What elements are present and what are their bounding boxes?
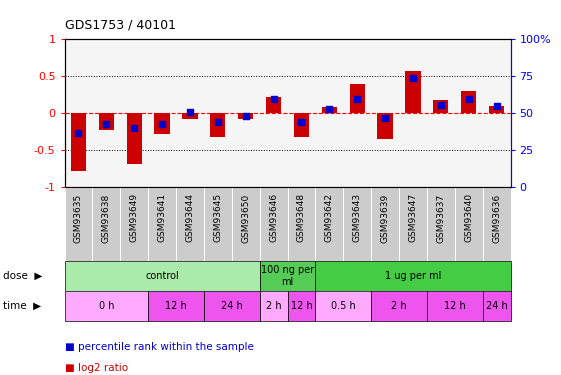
Bar bbox=[154, 113, 170, 134]
Text: GSM93640: GSM93640 bbox=[464, 194, 473, 243]
Bar bbox=[260, 261, 315, 291]
Bar bbox=[433, 100, 448, 113]
Text: 12 h: 12 h bbox=[291, 301, 312, 311]
Bar bbox=[315, 291, 371, 321]
Bar bbox=[71, 113, 86, 171]
Point bbox=[464, 96, 473, 102]
Text: GSM93637: GSM93637 bbox=[436, 194, 445, 243]
Bar bbox=[294, 113, 309, 137]
Text: GSM93636: GSM93636 bbox=[492, 194, 501, 243]
Text: GSM93645: GSM93645 bbox=[213, 194, 222, 243]
Bar bbox=[210, 113, 226, 137]
Text: GSM93646: GSM93646 bbox=[269, 194, 278, 243]
Text: 1 ug per ml: 1 ug per ml bbox=[385, 271, 441, 281]
Point bbox=[436, 102, 445, 108]
Bar bbox=[260, 291, 287, 321]
Bar bbox=[321, 107, 337, 113]
Text: GSM93641: GSM93641 bbox=[158, 194, 167, 243]
Point bbox=[380, 115, 389, 121]
Point bbox=[353, 96, 362, 102]
Point bbox=[408, 75, 417, 81]
Text: 24 h: 24 h bbox=[486, 301, 508, 311]
Text: GSM93647: GSM93647 bbox=[408, 194, 417, 243]
Text: GSM93650: GSM93650 bbox=[241, 194, 250, 243]
Point bbox=[74, 130, 83, 136]
Bar bbox=[127, 113, 142, 164]
Text: ■ percentile rank within the sample: ■ percentile rank within the sample bbox=[65, 342, 254, 352]
Text: 2 h: 2 h bbox=[266, 301, 282, 311]
Text: GSM93643: GSM93643 bbox=[353, 194, 362, 243]
Point bbox=[102, 121, 111, 127]
Text: 100 ng per
ml: 100 ng per ml bbox=[261, 266, 314, 287]
Point bbox=[213, 119, 222, 125]
Bar bbox=[204, 291, 260, 321]
Bar bbox=[65, 261, 260, 291]
Bar bbox=[489, 106, 504, 113]
Bar bbox=[461, 91, 476, 113]
Bar bbox=[482, 291, 511, 321]
Text: control: control bbox=[145, 271, 179, 281]
Bar bbox=[427, 291, 482, 321]
Bar bbox=[148, 291, 204, 321]
Point bbox=[130, 125, 139, 131]
Text: GSM93639: GSM93639 bbox=[380, 194, 389, 243]
Bar bbox=[238, 113, 254, 119]
Point bbox=[269, 96, 278, 102]
Text: time  ▶: time ▶ bbox=[3, 301, 41, 311]
Bar bbox=[315, 261, 511, 291]
Bar bbox=[378, 113, 393, 139]
Text: GSM93642: GSM93642 bbox=[325, 194, 334, 242]
Bar bbox=[266, 97, 281, 113]
Bar bbox=[287, 291, 315, 321]
Point bbox=[297, 119, 306, 125]
Point bbox=[241, 113, 250, 119]
Text: 24 h: 24 h bbox=[221, 301, 243, 311]
Bar bbox=[405, 71, 421, 113]
Text: 2 h: 2 h bbox=[391, 301, 407, 311]
Point bbox=[186, 109, 195, 115]
Point bbox=[492, 103, 501, 109]
Text: GSM93638: GSM93638 bbox=[102, 194, 111, 243]
Bar bbox=[65, 291, 148, 321]
Bar bbox=[182, 113, 197, 118]
Text: GDS1753 / 40101: GDS1753 / 40101 bbox=[65, 19, 176, 32]
Text: ■ log2 ratio: ■ log2 ratio bbox=[65, 363, 128, 373]
Bar bbox=[350, 84, 365, 113]
Text: GSM93648: GSM93648 bbox=[297, 194, 306, 243]
Text: GSM93644: GSM93644 bbox=[186, 194, 195, 242]
Text: GSM93635: GSM93635 bbox=[74, 194, 83, 243]
Text: 0 h: 0 h bbox=[99, 301, 114, 311]
Point bbox=[325, 106, 334, 112]
Bar bbox=[371, 291, 427, 321]
Text: 0.5 h: 0.5 h bbox=[331, 301, 356, 311]
Text: dose  ▶: dose ▶ bbox=[3, 271, 42, 281]
Point bbox=[158, 121, 167, 127]
Text: 12 h: 12 h bbox=[444, 301, 466, 311]
Bar bbox=[99, 113, 114, 130]
Text: GSM93649: GSM93649 bbox=[130, 194, 139, 243]
Text: 12 h: 12 h bbox=[165, 301, 187, 311]
